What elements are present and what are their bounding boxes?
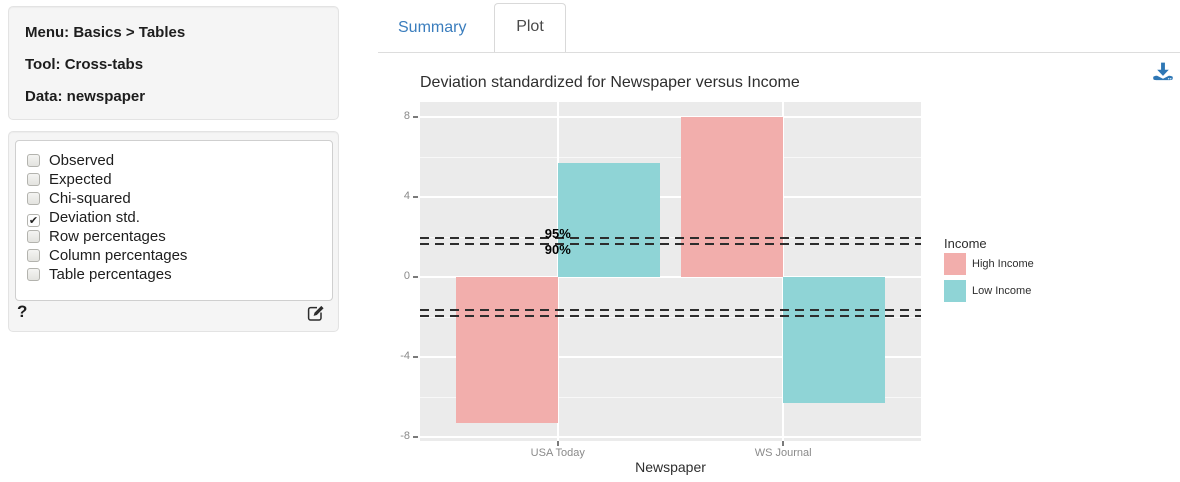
y-tick-mark [413,436,418,438]
tab-summary[interactable]: Summary [398,19,467,36]
bar-low-income-ws-journal [783,277,886,403]
x-gridline [782,102,785,441]
output-options-panel: Observed Expected Chi-squared ✔ Deviation st… [8,131,339,332]
legend-label-high-income: High Income [972,258,1034,270]
checkbox-option-expected[interactable]: Expected [27,170,332,189]
legend-label-low-income: Low Income [972,285,1032,297]
y-tick-mark [413,196,418,198]
y-tick-mark [413,276,418,278]
checkbox-icon[interactable] [27,192,40,205]
y-gridline-minor [420,156,921,158]
reference-line [420,243,921,246]
tab-bar-divider [378,52,1180,53]
x-tick-mark [556,441,559,446]
checkbox-icon[interactable] [27,154,40,167]
checkbox-label: Table percentages [49,266,172,283]
checkbox-option-observed[interactable]: Observed [27,151,332,170]
output-checkbox-group: Observed Expected Chi-squared ✔ Deviation st… [15,140,333,301]
checkbox-icon[interactable] [27,268,40,281]
tab-plot[interactable]: Plot [494,3,566,52]
checkbox-label: Chi-squared [49,190,131,207]
checkbox-option-column-percentages[interactable]: Column percentages [27,246,332,265]
reference-line [420,315,921,318]
y-gridline-major [420,356,921,358]
tool-name: Tool: Cross-tabs [25,56,144,73]
checkbox-label: Expected [49,171,112,188]
dataset-name: Data: newspaper [25,88,146,105]
checkbox-label: Row percentages [49,228,166,245]
checkbox-checked-icon[interactable]: ✔ [27,214,40,227]
checkbox-icon[interactable] [27,249,40,262]
y-tick-label: -8 [400,430,410,442]
y-tick-label: 8 [403,110,410,122]
download-icon[interactable] [1152,61,1174,83]
checkbox-option-deviation-std[interactable]: ✔ Deviation std. [27,208,332,227]
checkbox-option-row-percentages[interactable]: Row percentages [27,227,332,246]
y-tick-label: 4 [403,190,410,202]
y-gridline-minor [420,396,921,398]
y-gridline-major [420,116,921,118]
checkbox-option-chi-squared[interactable]: Chi-squared [27,189,332,208]
plot-title: Deviation standardized for Newspaper ver… [420,74,800,91]
checkbox-label: Column percentages [49,247,188,264]
x-tick-label: WS Journal [754,447,812,459]
legend-swatch-high-income [944,253,966,275]
y-tick-mark [413,356,418,358]
bar-high-income-usa-today [455,277,558,423]
x-tick-label: USA Today [530,447,585,459]
checkbox-label: Observed [49,152,115,169]
menu-breadcrumb: Menu: Basics > Tables [25,24,186,41]
bar-high-income-ws-journal [681,117,784,277]
y-gridline-major [420,196,921,198]
y-gridline-major [420,436,921,438]
reference-line [420,236,921,239]
legend-title: Income [944,236,987,251]
checkbox-option-table-percentages[interactable]: Table percentages [27,265,332,284]
bar-low-income-usa-today [557,163,660,277]
y-tick-mark [413,116,418,118]
reference-line-label: 90% [544,242,571,258]
reference-line-label: 95% [544,225,571,241]
y-tick-label: 0 [403,270,410,282]
x-axis-title: Newspaper [635,459,706,475]
checkbox-icon[interactable] [27,173,40,186]
x-tick-mark [782,441,785,446]
tool-info-panel: Menu: Basics > Tables Tool: Cross-tabs D… [8,6,339,120]
y-gridline-major [420,276,921,278]
checkbox-icon[interactable] [27,230,40,243]
y-tick-label: -4 [400,350,410,362]
help-button[interactable]: ? [17,302,28,321]
legend-swatch-low-income [944,280,966,302]
reference-line [420,308,921,311]
checkbox-label: Deviation std. [49,209,140,226]
edit-icon[interactable] [306,303,326,323]
